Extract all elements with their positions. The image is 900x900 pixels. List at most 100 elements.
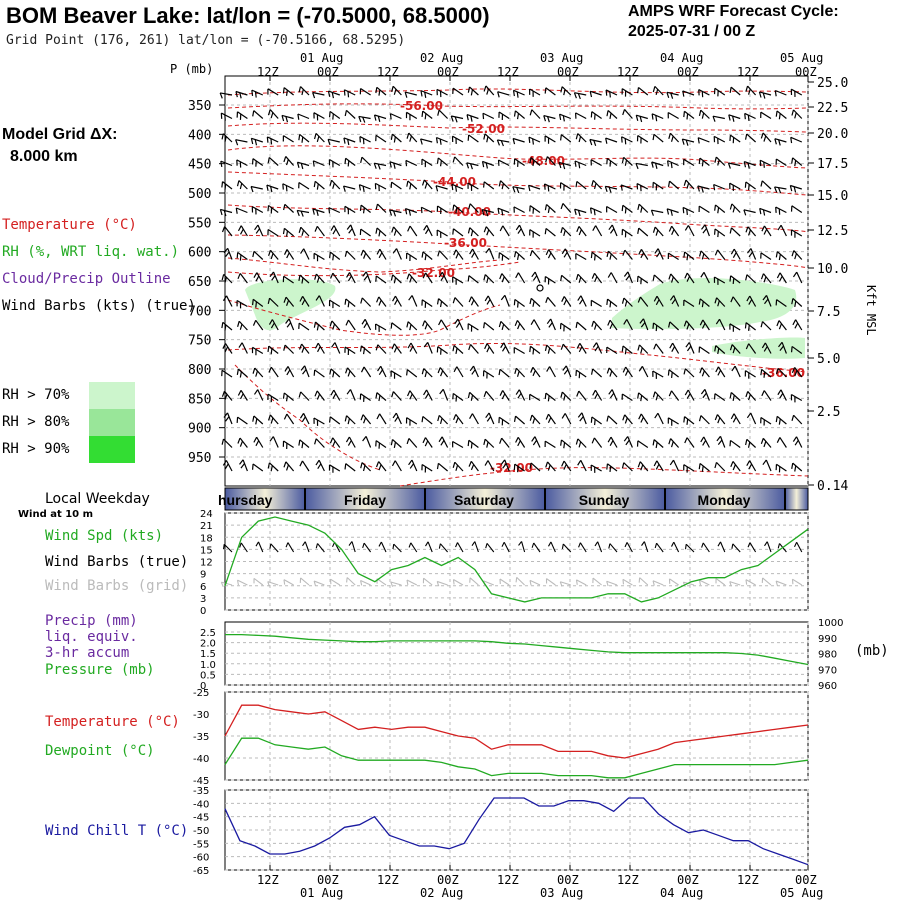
wind-barb	[483, 321, 495, 331]
height-axis-title: Kft MSL	[864, 285, 878, 336]
wind-barb	[467, 182, 479, 191]
wind-barb	[360, 462, 372, 472]
wind-barb	[468, 344, 479, 354]
wind-barb	[792, 436, 803, 448]
wind-barb	[267, 204, 279, 214]
temperature-tick-label: -30	[193, 710, 209, 721]
wind-barb	[544, 227, 556, 237]
wind-barb	[546, 366, 556, 378]
wind-barb	[252, 319, 264, 331]
grid-wind-barb	[390, 581, 402, 587]
wind-barb	[652, 439, 664, 449]
wind-barb	[497, 91, 510, 98]
wind-barb	[404, 208, 417, 216]
wind-barb	[791, 462, 803, 472]
grid-wind-barb	[313, 580, 325, 587]
height-tick-label: 0.14	[817, 479, 848, 494]
wind-barb	[269, 436, 279, 448]
wind-barb	[621, 156, 633, 166]
wind-tick-label: 6	[200, 582, 206, 593]
wind-barb	[729, 344, 741, 354]
wind-barb	[590, 251, 602, 261]
wind-barb	[668, 321, 680, 331]
wind-barb	[331, 342, 341, 354]
wind-barb	[701, 224, 710, 237]
wind-barb	[621, 228, 633, 238]
weekday-label: Friday	[344, 492, 386, 508]
wind-barb	[623, 436, 633, 448]
wind-barb	[715, 318, 726, 331]
pressure-tick-label: 950	[188, 451, 211, 466]
page-title: BOM Beaver Lake: lat/lon = (-70.5000, 68…	[6, 3, 490, 28]
wind-barb	[577, 459, 587, 472]
wind-barb	[375, 86, 387, 96]
grid-wind-barb	[529, 579, 541, 586]
wind-barb	[561, 248, 572, 260]
wind-barb	[605, 89, 618, 98]
wind-barb	[546, 318, 556, 331]
wind-barb	[683, 179, 695, 190]
wind-tick-label: 24	[200, 509, 213, 520]
wind-barb	[267, 393, 279, 403]
surface-wind-barb	[701, 542, 710, 553]
wind-barb	[375, 392, 387, 402]
wind-barb	[329, 320, 341, 331]
wind-barb	[730, 413, 741, 425]
legend-wind-barbs: Wind Barbs (kts) (true)	[2, 298, 196, 314]
wind-barb	[500, 342, 510, 354]
wind-barb	[452, 156, 464, 166]
surface-wind-barb	[392, 543, 402, 553]
wind-barb	[576, 390, 587, 401]
pressure-tick-label: 500	[188, 187, 211, 202]
wind-barb	[375, 323, 387, 332]
wind-barb	[730, 248, 741, 260]
wind-barb	[652, 133, 664, 143]
surface-wind-barb	[362, 542, 372, 553]
wind-barb	[420, 90, 433, 98]
wind-barb	[746, 248, 757, 260]
pressure-legend: Pressure (mb)	[45, 662, 155, 678]
wind-barb	[469, 248, 479, 260]
wind-barb	[575, 438, 587, 448]
wind-barb	[683, 299, 695, 308]
wind-barb	[761, 390, 772, 401]
wind-barb	[729, 275, 741, 285]
wind-barb	[512, 137, 525, 145]
wind-barb	[606, 463, 618, 473]
wind-barb	[496, 139, 510, 147]
wind-barb	[622, 249, 633, 260]
wind-barb	[328, 464, 341, 473]
wind-barb	[237, 437, 248, 448]
wind-barb	[360, 414, 372, 425]
top-hour-label: 00Z	[317, 65, 339, 79]
wind-barb	[668, 390, 680, 401]
surface-wind-barb	[408, 542, 418, 553]
wind-barb	[482, 369, 495, 379]
wind-barb	[791, 367, 803, 378]
wind-barb	[683, 320, 695, 331]
wind-barb	[714, 297, 726, 307]
wind-barb	[683, 251, 695, 261]
wind-barb	[343, 137, 356, 146]
grid-wind-barb	[452, 579, 464, 586]
wind-barb	[745, 274, 757, 284]
wind-barb	[667, 369, 679, 379]
wind-barb	[329, 251, 341, 261]
surface-wind-barb	[608, 543, 618, 553]
wind-barb	[345, 319, 356, 331]
wind-barb	[698, 250, 710, 260]
wind-chill-tick-label: -35	[193, 786, 209, 797]
wind-barb	[591, 272, 603, 284]
pressure-panel-frame	[224, 621, 809, 686]
wind-barb	[636, 440, 649, 448]
surface-wind-barb	[764, 541, 772, 553]
legend-rh: RH (%, WRT liq. wat.)	[2, 244, 180, 260]
wind-barb	[776, 320, 787, 331]
wind-barb	[221, 181, 233, 190]
wind-chill-legend: Wind Chill T (°C)	[45, 823, 189, 839]
wind-barb	[421, 368, 433, 378]
wind-barb	[791, 414, 803, 425]
wind-barb	[561, 460, 572, 472]
wind-barb	[330, 225, 341, 237]
wind-tick-label: 21	[200, 521, 213, 532]
